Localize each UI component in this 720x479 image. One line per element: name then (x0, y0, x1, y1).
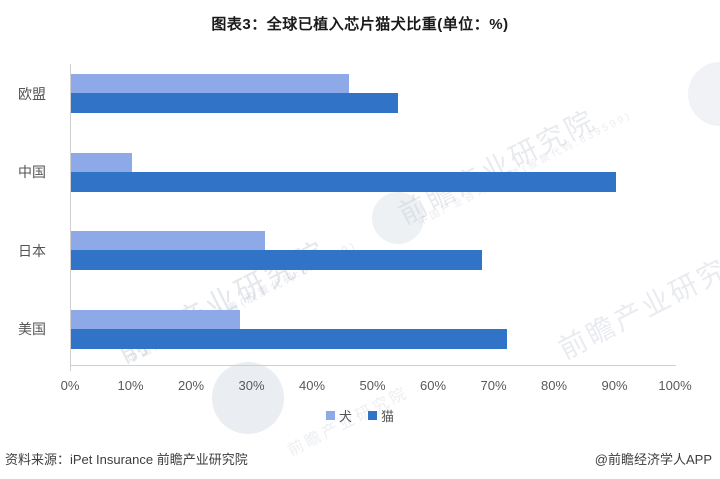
category-label: 日本 (18, 242, 46, 259)
x-tick-label: 60% (419, 378, 447, 393)
x-tick-label: 50% (359, 378, 386, 393)
footer: 资料来源：iPet Insurance 前瞻产业研究院 @前瞻经济学人APP (0, 449, 720, 468)
y-axis-line (70, 64, 71, 371)
x-tick-label: 100% (658, 378, 692, 393)
category-label: 美国 (18, 321, 46, 338)
source-text: 资料来源：iPet Insurance 前瞻产业研究院 (5, 452, 248, 467)
x-tick-label: 0% (60, 378, 80, 393)
x-axis-line (70, 365, 676, 366)
bar-犬 (71, 74, 350, 93)
x-tick-label: 70% (480, 378, 507, 393)
legend-item-犬: 犬 (325, 406, 352, 425)
bar-犬 (71, 309, 241, 329)
category-label: 中国 (18, 164, 46, 181)
legend-item-猫: 猫 (368, 406, 394, 425)
category-label: 欧盟 (18, 85, 46, 102)
bar-猫 (71, 250, 483, 271)
legend: 犬猫 (0, 406, 720, 425)
bar-猫 (71, 93, 398, 113)
legend-swatch-icon (325, 411, 335, 420)
x-tick-label: 10% (117, 378, 144, 393)
bar-猫 (71, 171, 616, 192)
legend-label: 猫 (381, 409, 395, 424)
x-tick-label: 80% (540, 378, 568, 393)
chart-title: 图表3：全球已植入芯片猫犬比重(单位：%) (211, 16, 509, 33)
credit-text: @前瞻经济学人APP (594, 452, 712, 467)
x-tick-label: 40% (298, 378, 326, 393)
bar-猫 (71, 328, 507, 349)
legend-label: 犬 (338, 409, 352, 424)
x-tick-label: 30% (238, 378, 265, 393)
x-tick-label: 90% (601, 378, 628, 393)
bar-犬 (71, 231, 265, 251)
bar-犬 (71, 152, 132, 172)
legend-swatch-icon (368, 411, 377, 420)
x-tick-label: 20% (177, 378, 205, 393)
